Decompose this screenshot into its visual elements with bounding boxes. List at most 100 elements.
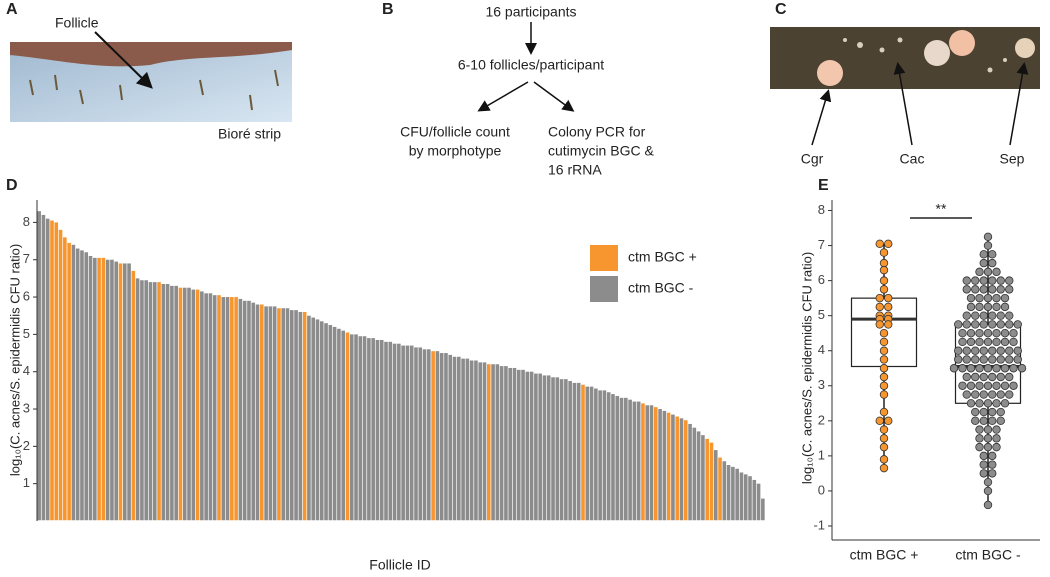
data-point bbox=[971, 355, 980, 364]
bar bbox=[264, 306, 268, 521]
flow-node: by morphotype bbox=[409, 143, 502, 159]
box bbox=[954, 323, 1022, 404]
data-point bbox=[962, 390, 971, 399]
bar bbox=[105, 259, 110, 521]
data-point bbox=[1000, 337, 1010, 347]
data-point bbox=[983, 328, 993, 338]
data-point bbox=[988, 451, 997, 461]
bar bbox=[658, 409, 662, 521]
data-point bbox=[1005, 390, 1014, 399]
hairs bbox=[29, 69, 279, 111]
bar bbox=[135, 278, 140, 521]
bar bbox=[110, 259, 114, 521]
x-tick-label: ctm BGC - bbox=[955, 547, 1021, 563]
data-point bbox=[879, 265, 889, 275]
bar bbox=[688, 423, 692, 521]
bar bbox=[230, 297, 234, 521]
data-point bbox=[1013, 346, 1022, 355]
data-point bbox=[975, 364, 984, 373]
data-point bbox=[983, 477, 993, 487]
bar bbox=[242, 300, 247, 521]
flow-node: CFU/follicle count bbox=[400, 124, 510, 140]
bar bbox=[632, 401, 637, 521]
bar bbox=[337, 328, 341, 521]
bar bbox=[328, 325, 333, 521]
data-point bbox=[884, 302, 893, 312]
data-point bbox=[879, 463, 889, 473]
data-point bbox=[954, 320, 963, 329]
bar bbox=[101, 257, 106, 521]
y-tick-label: 7 bbox=[818, 237, 825, 252]
data-point bbox=[962, 346, 971, 355]
bar bbox=[379, 339, 384, 521]
data-point bbox=[988, 250, 997, 259]
bar bbox=[482, 362, 487, 521]
bar bbox=[619, 397, 624, 521]
data-point bbox=[983, 442, 993, 452]
data-point bbox=[884, 416, 893, 426]
bar bbox=[439, 353, 444, 521]
data-point bbox=[879, 407, 889, 417]
bar bbox=[397, 343, 401, 521]
data-point bbox=[879, 390, 889, 399]
data-point bbox=[1000, 328, 1010, 338]
bar bbox=[555, 377, 560, 521]
data-point bbox=[879, 364, 889, 373]
bar bbox=[551, 377, 555, 521]
data-point bbox=[975, 328, 984, 338]
data-point bbox=[971, 276, 980, 285]
data-point bbox=[992, 267, 1001, 277]
bar bbox=[140, 280, 144, 521]
data-point bbox=[979, 276, 988, 285]
data-point bbox=[962, 311, 971, 320]
data-point bbox=[962, 355, 971, 364]
bar bbox=[341, 330, 345, 521]
bar bbox=[272, 306, 277, 521]
data-point bbox=[879, 442, 889, 452]
data-point bbox=[879, 425, 889, 434]
bar bbox=[268, 306, 273, 521]
data-point bbox=[966, 364, 976, 373]
bar bbox=[576, 382, 581, 521]
bar bbox=[499, 366, 504, 521]
bar bbox=[486, 364, 491, 521]
data-point bbox=[988, 372, 997, 382]
bar bbox=[97, 257, 101, 521]
bar bbox=[666, 412, 671, 521]
data-point bbox=[988, 460, 997, 469]
bar bbox=[212, 295, 217, 521]
flow-node: 16 rRNA bbox=[548, 162, 602, 178]
data-point bbox=[879, 328, 889, 338]
data-point bbox=[884, 239, 893, 249]
bar bbox=[114, 261, 119, 521]
bar bbox=[474, 360, 478, 521]
data-point bbox=[1000, 399, 1010, 408]
data-point bbox=[992, 293, 1001, 303]
data-point bbox=[988, 407, 997, 417]
bar bbox=[75, 248, 80, 521]
annotation: Follicle bbox=[55, 15, 99, 31]
bar bbox=[161, 283, 166, 521]
bar bbox=[495, 364, 500, 521]
bar bbox=[174, 285, 178, 521]
data-point bbox=[971, 416, 980, 426]
bar bbox=[401, 345, 405, 521]
bar bbox=[63, 237, 67, 522]
bar bbox=[422, 349, 427, 521]
y-tick-label: 1 bbox=[23, 475, 30, 490]
data-point bbox=[962, 320, 971, 329]
bar bbox=[726, 465, 731, 521]
bar bbox=[127, 263, 131, 521]
data-point bbox=[992, 434, 1001, 443]
data-point bbox=[879, 372, 889, 382]
data-point bbox=[879, 248, 889, 257]
data-point bbox=[879, 276, 889, 285]
data-point bbox=[988, 355, 997, 364]
bar bbox=[585, 386, 590, 521]
bar bbox=[41, 214, 46, 521]
data-point bbox=[975, 267, 984, 277]
data-point bbox=[996, 355, 1005, 364]
bar bbox=[611, 394, 615, 521]
data-point bbox=[962, 276, 971, 285]
